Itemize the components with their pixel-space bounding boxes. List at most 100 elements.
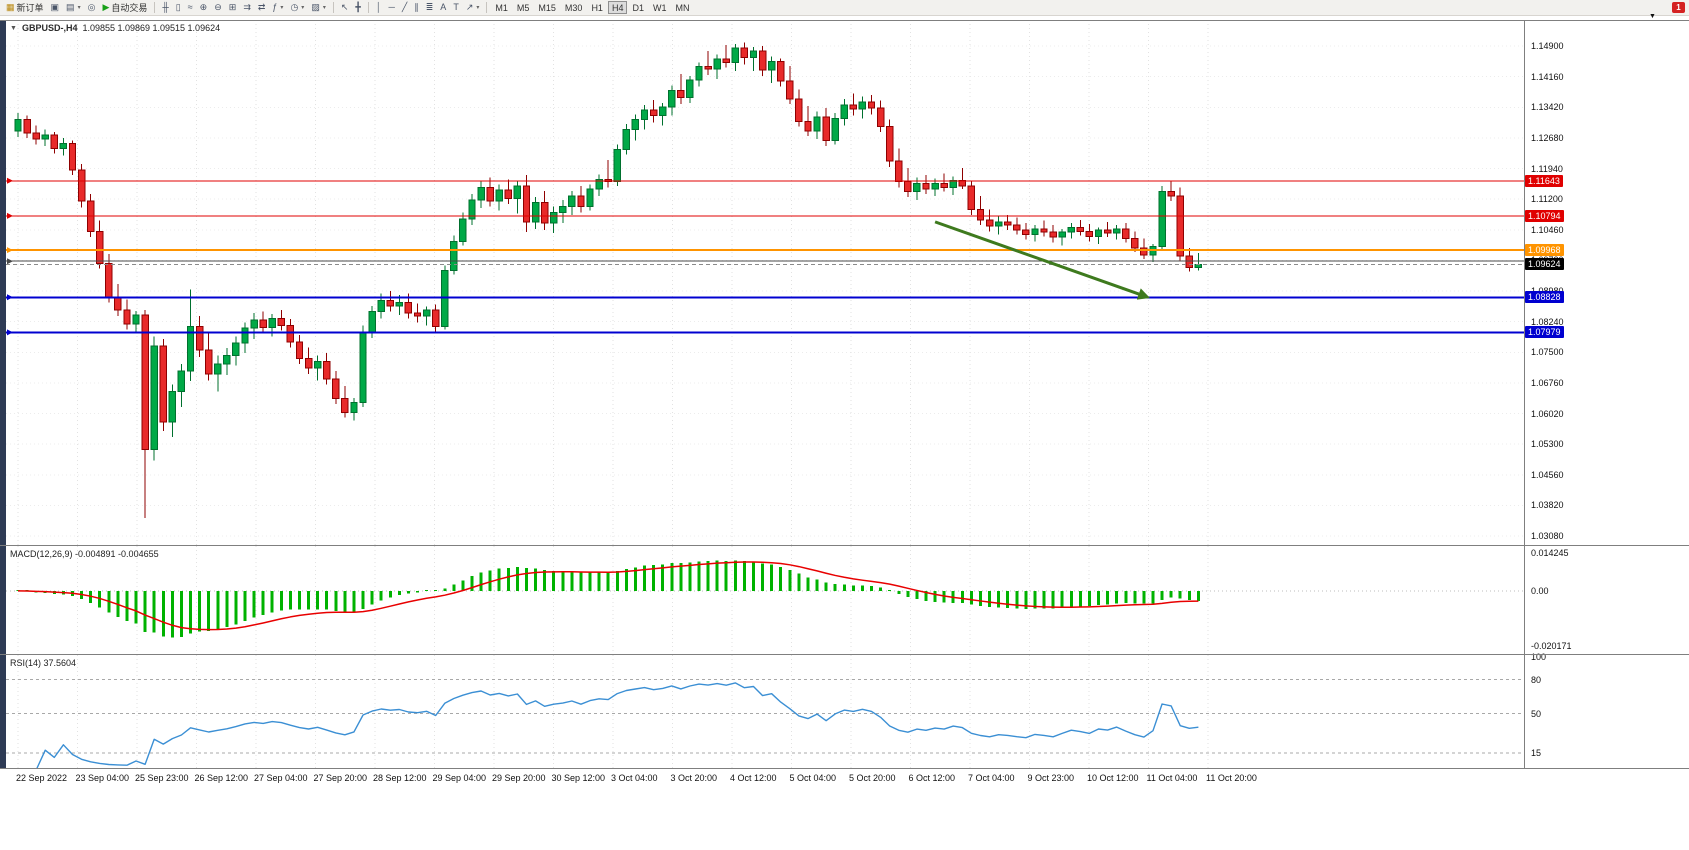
candles-layer [14,42,1203,518]
candle [649,109,658,117]
price-chart[interactable] [6,20,1524,546]
candle [1140,247,1148,256]
chart-window-button[interactable]: ▣ [48,1,63,14]
channel-button[interactable]: ∥ [411,1,422,14]
candle [277,317,286,326]
bar-chart-button[interactable]: ╫ [159,1,171,14]
price-axis-label: 1.13420 [1531,102,1564,113]
vertical-line-button[interactable]: │ [373,1,385,14]
label-button[interactable]: T [450,1,462,14]
templates-button[interactable]: ▨ ▾ [308,1,329,14]
time-axis-label: 6 Oct 12:00 [908,773,956,783]
trendline-button[interactable]: ╱ [399,1,410,14]
panel-splitter[interactable] [0,654,1689,655]
time-axis-label: 5 Oct 20:00 [849,773,896,783]
toolbar-group: ▦ 新订单 ▣ ▤ ▾ ◎ ▶ 自动交易 [3,1,150,14]
alerts-icon: ◎ [87,2,96,12]
candle [123,309,131,325]
line-chart-button[interactable]: ≈ [185,1,196,14]
horizontal-line-1.08828[interactable] [6,294,1524,301]
notification-badge[interactable]: 1 [1672,2,1685,13]
timeframe-w1[interactable]: W1 [652,2,667,13]
candle [232,342,240,357]
horizontal-line-1.10794[interactable] [6,212,1524,219]
chart-shift-button[interactable]: ⇄ [255,1,269,14]
candle [132,314,140,325]
horizontal-line-1.07979[interactable] [6,329,1524,336]
cursor-button[interactable]: ↖ [338,1,352,14]
tile-windows-button[interactable]: ⊞ [226,1,240,14]
collapse-icon[interactable]: ▼ [10,24,17,32]
candle [359,331,367,404]
zoom-out-button[interactable]: ⊖ [211,1,225,14]
autotrading-button[interactable]: ▶ 自动交易 [99,1,150,14]
candle [822,116,830,141]
candle [858,101,867,110]
label-icon: T [453,2,459,12]
text-button[interactable]: A [437,1,449,14]
rsi-label: RSI(14) 37.5604 [10,658,77,668]
timeframe-toolbar: M1 M5 M15 M30 H1 H4 D1 W1 MN [491,1,693,14]
crosshair-button[interactable]: ╋ [352,1,363,14]
timeframe-h4[interactable]: H4 [607,1,628,14]
candle [477,187,485,201]
candle [341,398,349,413]
panel-splitter[interactable] [0,545,1689,546]
scroll-arrow-icon[interactable]: ▼ [1649,13,1656,20]
macd-panel[interactable] [6,546,1524,654]
horizontal-line-support[interactable] [6,258,1524,265]
horizontal-line-1.11643[interactable] [6,177,1524,184]
periods-button[interactable]: ◷ ▾ [287,1,307,14]
arrows-button[interactable]: ↗ ▾ [463,1,483,14]
fibonacci-button[interactable]: ≣ [423,1,437,14]
price-axis-label: 1.12680 [1531,132,1564,143]
zoom-in-button[interactable]: ⊕ [197,1,211,14]
timeframe-m5[interactable]: M5 [516,2,530,13]
timeframe-m15[interactable]: M15 [538,2,556,13]
timeframe-d1[interactable]: D1 [632,2,644,13]
timeframe-m30[interactable]: M30 [564,2,583,13]
timeframe-h1[interactable]: H1 [591,2,603,13]
time-scale[interactable]: 22 Sep 2022 23 Sep 04:00 25 Sep 23:00 26 Se… [0,769,1689,790]
candle [377,300,385,313]
panel-splitter[interactable] [0,768,1689,769]
price-scale[interactable]: 1.14900 1.14160 1.13420 1.12680 1.11940 1.112… [1524,20,1689,769]
new-order-button[interactable]: ▦ 新订单 [3,1,47,14]
candle [195,326,204,351]
candle [722,58,730,64]
price-axis-label: 1.08240 [1531,316,1564,327]
auto-scroll-button[interactable]: ⇉ [240,1,254,14]
trend-arrow[interactable] [934,220,1151,300]
candle [595,178,603,190]
timeframe-m1[interactable]: M1 [495,2,508,13]
line-chart-icon: ≈ [187,2,193,12]
candle [704,66,712,70]
chart-area: ▼ GBPUSD-,H4 1.09855 1.09869 1.09515 1.0… [0,20,1689,850]
macd-axis-label: 0.00 [1531,585,1549,596]
time-axis-label: 25 Sep 23:00 [135,773,189,783]
alerts-button[interactable]: ◎ [85,1,99,14]
candle [767,61,776,71]
candle [922,182,930,190]
profiles-button[interactable]: ▤ ▾ [63,1,84,14]
candlestick-chart-button[interactable]: ▯ [173,1,184,14]
candlestick-chart-icon: ▯ [175,2,181,12]
rsi-panel[interactable] [6,655,1524,768]
dropdown-caret-icon: ▾ [280,5,284,11]
candle [913,182,921,193]
ohlc-readout: 1.09855 1.09869 1.09515 1.09624 [82,23,221,33]
price-line-tag: 1.09968 [1525,244,1564,257]
indicators-icon: ƒ [272,2,278,12]
candle [32,132,40,140]
time-axis-label: 4 Oct 12:00 [730,773,777,783]
price-axis-label: 1.04560 [1531,469,1564,480]
indicators-button[interactable]: ƒ ▾ [269,1,286,14]
macd-label: MACD(12,26,9) -0.004891 -0.004655 [10,549,159,559]
time-axis-label: 23 Sep 04:00 [75,773,130,783]
timeframe-mn[interactable]: MN [675,2,690,13]
candle [677,90,685,99]
horizontal-line-button[interactable]: ─ [385,1,397,14]
candle [795,98,803,122]
horizontal-line-1.09968[interactable] [6,247,1524,254]
candle [713,58,721,70]
